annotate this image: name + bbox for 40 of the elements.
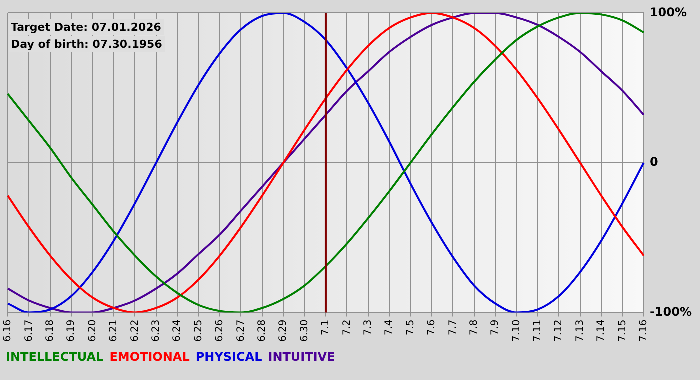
x-tick-label: 7.5	[405, 320, 416, 336]
x-tick-label: 6.24	[172, 320, 184, 342]
text: EMOTIONAL	[110, 350, 190, 364]
x-tick-label: 6.23	[150, 320, 162, 342]
x-tick-label: 7.1	[320, 320, 332, 336]
x-tick-label: 7.8	[468, 320, 480, 336]
x-tick-label: 6.30	[299, 320, 310, 342]
x-tick-label: 6.29	[278, 320, 290, 342]
x-tick-label: 6.19	[66, 320, 78, 342]
text: INTUITIVE	[268, 350, 336, 364]
annotation: Day of birth: 07.30.1956	[11, 38, 163, 52]
x-tick-label: 6.25	[193, 320, 204, 342]
text: INTELLECTUAL	[6, 350, 104, 364]
x-tick-label: 7.6	[426, 320, 438, 336]
x-tick-label: 6.18	[44, 320, 56, 342]
x-tick-label: 6.22	[130, 320, 141, 342]
x-tick-label: 7.3	[362, 320, 374, 336]
annotation: Target Date: 07.01.2026	[11, 21, 162, 34]
x-tick-label: 7.11	[532, 320, 544, 342]
x-tick-label: 7.2	[342, 320, 353, 336]
x-tick-label: 6.16	[2, 320, 14, 342]
x-tick-label: 7.12	[554, 320, 565, 342]
x-tick-label: 7.4	[384, 320, 396, 336]
x-tick-label: 7.16	[638, 320, 650, 342]
x-tick-label: 6.17	[24, 320, 35, 342]
x-tick-label: 7.9	[490, 320, 502, 336]
y-tick-label: -100%	[650, 304, 692, 319]
x-tick-label: 7.7	[448, 320, 459, 336]
x-tick-label: 7.15	[617, 320, 628, 342]
x-tick-label: 6.20	[87, 320, 98, 342]
x-tick-label: 6.28	[256, 320, 268, 342]
x-tick-label: 7.10	[511, 320, 522, 342]
y-tick-label: 100%	[650, 5, 688, 20]
x-tick-label: 6.26	[214, 320, 226, 342]
text: PHYSICAL	[196, 350, 262, 364]
x-tick-label: 6.27	[236, 320, 247, 342]
x-tick-label: 7.13	[574, 320, 586, 342]
x-tick-label: 6.21	[108, 320, 120, 342]
x-tick-label: 7.14	[596, 320, 608, 342]
y-tick-label: 0	[650, 155, 658, 170]
